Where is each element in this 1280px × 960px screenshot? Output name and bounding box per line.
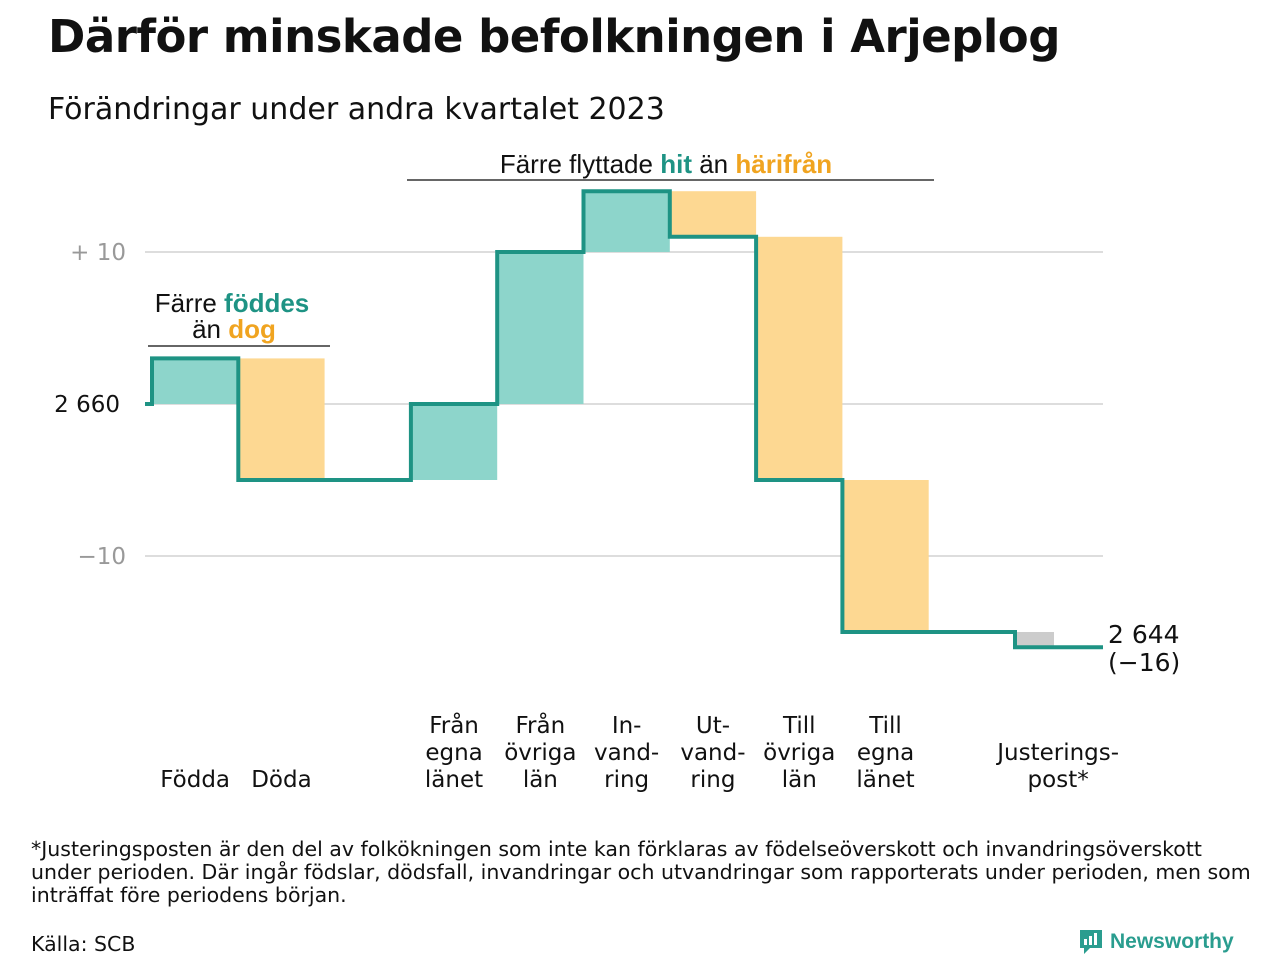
- end-value-label: 2 644: [1108, 620, 1180, 649]
- category-label: länet: [856, 767, 914, 793]
- category-label: övriga: [763, 740, 835, 766]
- category-label: ring: [690, 767, 735, 793]
- category-label: ring: [604, 767, 649, 793]
- waterfall-bar: [497, 252, 584, 404]
- category-label: övriga: [504, 740, 576, 766]
- waterfall-bar: [238, 358, 325, 480]
- category-label: län: [782, 767, 817, 793]
- birth-death-annotation: Färre föddes: [155, 288, 310, 318]
- category-label: Till: [868, 713, 902, 739]
- brand-name: Newsworthy: [1110, 930, 1234, 953]
- category-label: Från: [516, 711, 566, 739]
- brand-logo: Newsworthy: [1078, 928, 1234, 956]
- source-label: Källa: SCB: [31, 932, 136, 956]
- waterfall-bar: [756, 236, 843, 480]
- category-label: egna: [857, 740, 914, 766]
- category-label: Justerings-: [995, 740, 1119, 766]
- newsworthy-logo-icon: [1080, 930, 1102, 954]
- cumulative-line: [145, 189, 1103, 650]
- waterfall-bar: [842, 480, 929, 632]
- category-label: Från: [429, 711, 479, 739]
- category-label: Döda: [251, 767, 311, 793]
- category-label: post*: [1028, 767, 1089, 793]
- footnote: *Justeringsposten är den del av folkökni…: [31, 837, 1251, 907]
- category-label: länet: [425, 767, 483, 793]
- chart-subtitle: Förändringar under andra kvartalet 2023: [48, 92, 665, 127]
- category-label: Ut-: [696, 713, 730, 739]
- category-label: vand-: [680, 740, 745, 766]
- category-label: Födda: [160, 767, 230, 793]
- waterfall-bar: [410, 404, 498, 480]
- chart-title: Därför minskade befolkningen i Arjeplog: [48, 10, 1060, 63]
- category-label: län: [523, 767, 558, 793]
- category-label: In-: [612, 713, 642, 739]
- y-tick-label: −10: [77, 544, 126, 570]
- birth-death-annotation-line2: än dog: [192, 314, 276, 344]
- category-label: Till: [782, 713, 816, 739]
- category-label: egna: [425, 740, 482, 766]
- waterfall-bar: [669, 191, 757, 237]
- waterfall-bar: [583, 191, 670, 252]
- waterfall-bar: [152, 358, 239, 404]
- migration-annotation: Färre flyttade hit än härifrån: [500, 149, 832, 179]
- waterfall-bar: [1017, 632, 1054, 648]
- end-change-label: (−16): [1108, 648, 1180, 677]
- y-tick-label: 2 660: [54, 392, 120, 418]
- y-tick-label: + 10: [70, 240, 126, 266]
- category-label: vand-: [594, 740, 659, 766]
